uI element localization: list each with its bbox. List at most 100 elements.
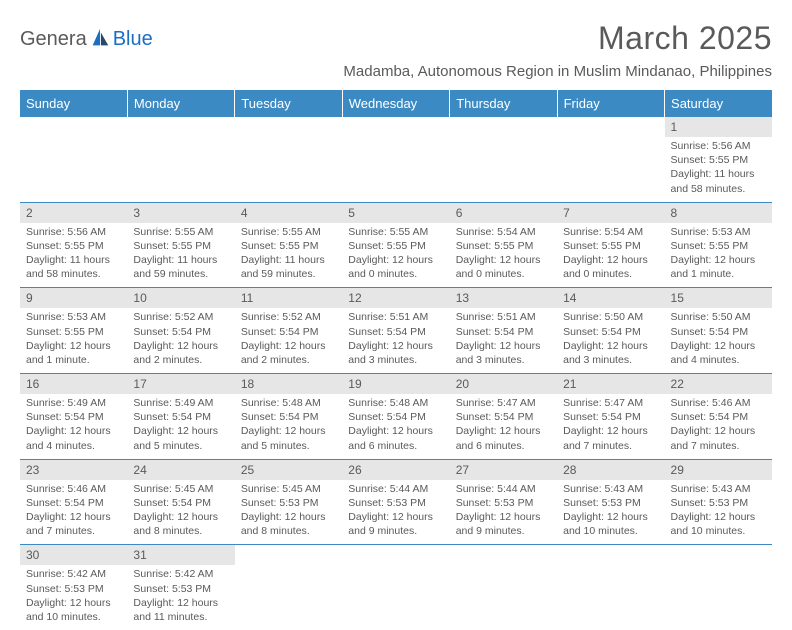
logo-text-2: Blue	[113, 28, 153, 51]
calendar-day-cell: 2Sunrise: 5:56 AMSunset: 5:55 PMDaylight…	[20, 202, 127, 288]
day-number: 6	[456, 206, 463, 220]
day-detail-line: and 2 minutes.	[133, 353, 228, 367]
calendar-day-cell: 30 Sunrise: 5:42 AMSunset: 5:53 PMDayligh…	[20, 545, 127, 630]
logo-text-1: Genera	[20, 28, 87, 51]
day-number: 12	[348, 291, 361, 305]
day-number: 19	[348, 377, 361, 391]
calendar-week-row: 2Sunrise: 5:56 AMSunset: 5:55 PMDaylight…	[20, 202, 772, 288]
calendar-day-cell: 7Sunrise: 5:54 AMSunset: 5:55 PMDaylight…	[557, 202, 664, 288]
day-number-row: 21	[557, 374, 664, 394]
day-detail-line: Sunrise: 5:52 AM	[241, 310, 336, 324]
day-number-row: 18	[235, 374, 342, 394]
day-detail-line: Daylight: 12 hours	[563, 339, 658, 353]
day-detail-line: Daylight: 12 hours	[133, 424, 228, 438]
day-detail-line: Sunset: 5:54 PM	[671, 325, 766, 339]
day-number: 23	[26, 463, 39, 477]
calendar-day-cell: 11Sunrise: 5:52 AMSunset: 5:54 PMDayligh…	[235, 288, 342, 374]
day-detail-line: Daylight: 12 hours	[456, 339, 551, 353]
calendar-day-cell	[342, 117, 449, 202]
day-detail-line: and 6 minutes.	[456, 439, 551, 453]
day-detail-line: and 2 minutes.	[241, 353, 336, 367]
day-detail-line: Daylight: 12 hours	[671, 510, 766, 524]
calendar-day-cell: 25Sunrise: 5:45 AMSunset: 5:53 PMDayligh…	[235, 459, 342, 545]
day-number-row: 3	[127, 203, 234, 223]
day-number-row: 28	[557, 460, 664, 480]
day-detail-line: Daylight: 12 hours	[26, 596, 121, 610]
day-detail-line: Sunset: 5:54 PM	[563, 325, 658, 339]
day-detail-line: Sunset: 5:54 PM	[456, 410, 551, 424]
calendar-day-cell: 26Sunrise: 5:44 AMSunset: 5:53 PMDayligh…	[342, 459, 449, 545]
day-detail-line: and 10 minutes.	[26, 610, 121, 624]
day-detail-line: Daylight: 12 hours	[671, 253, 766, 267]
calendar-day-cell: 15Sunrise: 5:50 AMSunset: 5:54 PMDayligh…	[665, 288, 772, 374]
calendar-day-cell	[665, 545, 772, 630]
day-number-row: 10	[127, 288, 234, 308]
day-number-row: 26	[342, 460, 449, 480]
day-number-row: 4	[235, 203, 342, 223]
calendar-week-row: 23Sunrise: 5:46 AMSunset: 5:54 PMDayligh…	[20, 459, 772, 545]
day-detail-line: Sunrise: 5:53 AM	[26, 310, 121, 324]
day-detail-line: Daylight: 12 hours	[563, 510, 658, 524]
day-number: 1	[671, 120, 678, 134]
day-detail-line: Daylight: 12 hours	[26, 339, 121, 353]
day-detail-line: Sunrise: 5:55 AM	[348, 225, 443, 239]
day-number: 21	[563, 377, 576, 391]
day-detail-line: Sunset: 5:53 PM	[26, 582, 121, 596]
day-detail-line: Sunrise: 5:46 AM	[671, 396, 766, 410]
day-detail-line: Sunset: 5:53 PM	[241, 496, 336, 510]
day-number: 27	[456, 463, 469, 477]
day-number-row: 20	[450, 374, 557, 394]
day-detail-line: Sunset: 5:54 PM	[348, 410, 443, 424]
calendar-week-row: 9Sunrise: 5:53 AMSunset: 5:55 PMDaylight…	[20, 288, 772, 374]
day-detail-line: and 4 minutes.	[671, 353, 766, 367]
day-detail-line: Sunrise: 5:50 AM	[563, 310, 658, 324]
day-detail-line: Sunrise: 5:47 AM	[456, 396, 551, 410]
day-number-row: 2	[20, 203, 127, 223]
calendar-body: 1Sunrise: 5:56 AMSunset: 5:55 PMDaylight…	[20, 117, 772, 630]
day-number: 25	[241, 463, 254, 477]
day-detail-line: Daylight: 12 hours	[563, 424, 658, 438]
day-detail-line: Sunset: 5:54 PM	[241, 325, 336, 339]
calendar-week-row: 1Sunrise: 5:56 AMSunset: 5:55 PMDaylight…	[20, 117, 772, 202]
day-detail-line: and 0 minutes.	[456, 267, 551, 281]
calendar-day-cell	[557, 117, 664, 202]
day-detail-line: Sunset: 5:54 PM	[133, 325, 228, 339]
day-number-row: 12	[342, 288, 449, 308]
calendar-day-cell	[127, 117, 234, 202]
day-number: 30	[26, 548, 39, 562]
day-detail-line: Daylight: 12 hours	[563, 253, 658, 267]
day-detail-line: Daylight: 12 hours	[26, 510, 121, 524]
day-detail-line: Sunrise: 5:42 AM	[26, 567, 121, 581]
day-number-row: 15	[665, 288, 772, 308]
day-detail-line: Sunset: 5:54 PM	[133, 410, 228, 424]
day-number: 13	[456, 291, 469, 305]
weekday-header: Friday	[557, 90, 664, 117]
day-detail-line: Sunset: 5:54 PM	[241, 410, 336, 424]
day-detail-line: Sunset: 5:55 PM	[26, 239, 121, 253]
day-detail-line: Sunset: 5:55 PM	[26, 325, 121, 339]
calendar-day-cell: 6Sunrise: 5:54 AMSunset: 5:55 PMDaylight…	[450, 202, 557, 288]
day-detail-line: Sunset: 5:55 PM	[133, 239, 228, 253]
day-detail-line: Sunset: 5:53 PM	[671, 496, 766, 510]
calendar-day-cell: 13Sunrise: 5:51 AMSunset: 5:54 PMDayligh…	[450, 288, 557, 374]
day-number: 15	[671, 291, 684, 305]
calendar-day-cell: 28Sunrise: 5:43 AMSunset: 5:53 PMDayligh…	[557, 459, 664, 545]
day-number: 11	[241, 291, 253, 305]
day-detail-line: Daylight: 12 hours	[26, 424, 121, 438]
day-number-row: 1	[665, 117, 772, 137]
day-detail-line: Sunrise: 5:45 AM	[133, 482, 228, 496]
day-detail-line: and 3 minutes.	[348, 353, 443, 367]
day-detail-line: and 59 minutes.	[241, 267, 336, 281]
day-detail-line: and 58 minutes.	[26, 267, 121, 281]
day-number: 8	[671, 206, 678, 220]
weekday-header: Sunday	[20, 90, 127, 117]
calendar-day-cell: 9Sunrise: 5:53 AMSunset: 5:55 PMDaylight…	[20, 288, 127, 374]
day-detail-line: Sunset: 5:55 PM	[241, 239, 336, 253]
day-detail-line: Daylight: 12 hours	[241, 424, 336, 438]
day-number-row: 23	[20, 460, 127, 480]
day-number-row: 24	[127, 460, 234, 480]
day-number: 4	[241, 206, 248, 220]
day-number: 24	[133, 463, 146, 477]
day-detail-line: and 5 minutes.	[133, 439, 228, 453]
day-number-row: 31	[127, 545, 234, 565]
